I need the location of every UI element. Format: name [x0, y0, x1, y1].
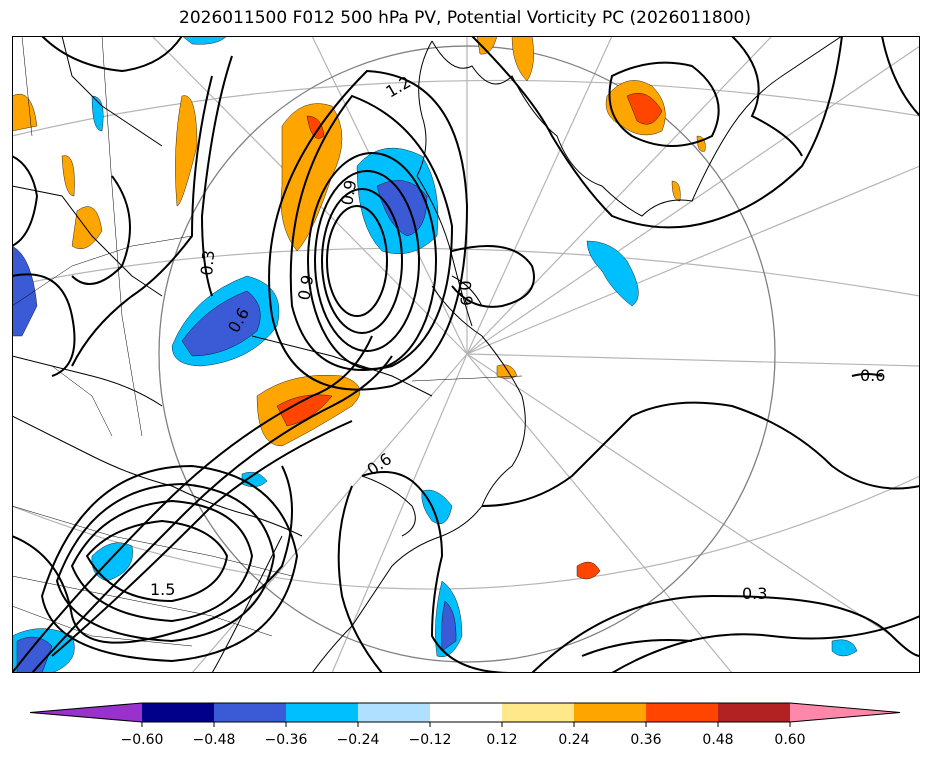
- colorbar-extend-right: [790, 703, 900, 722]
- colorbar-segment: [358, 703, 430, 722]
- graticule-lines: [12, 36, 920, 673]
- borders: [12, 36, 523, 647]
- reference-circle: [158, 45, 776, 663]
- colorbar-segment: [430, 703, 502, 722]
- coastlines: [12, 36, 843, 673]
- contour-label: 0.9: [455, 280, 476, 307]
- contour-label: 0.9: [337, 178, 360, 206]
- contour-label: 0.9: [294, 273, 317, 301]
- colorbar-segment: [718, 703, 790, 722]
- colorbar-segment: [574, 703, 646, 722]
- colorbar-extend-left: [30, 703, 142, 722]
- colorbar-segment: [646, 703, 718, 722]
- colorbar-segment: [502, 703, 574, 722]
- colorbar-tick-label: 0.12: [486, 732, 517, 748]
- map-frame: [12, 36, 920, 673]
- contour-label: 0.6: [860, 366, 885, 385]
- colorbar-segments: [30, 702, 901, 723]
- contour-label: 0.3: [742, 584, 767, 603]
- contour-label: 1.2: [383, 72, 415, 101]
- colorbar-tick-label: −0.60: [121, 732, 164, 748]
- contour-label: 1.5: [150, 580, 175, 599]
- colorbar-tick-label: −0.48: [193, 732, 236, 748]
- colorbar-segment: [214, 703, 286, 722]
- colorbar: −0.60 −0.48 −0.36 −0.24 −0.12 0.12 0.24 0.36 0.4…: [30, 702, 901, 748]
- colorbar-tick-label: −0.24: [337, 732, 380, 748]
- colorbar-tick-label: 0.36: [630, 732, 661, 748]
- map-title: 2026011500 F012 500 hPa PV, Potential Vo…: [179, 8, 751, 28]
- colorbar-tick-label: 0.48: [702, 732, 733, 748]
- colorbar-ticks: −0.60 −0.48 −0.36 −0.24 −0.12 0.12 0.24 0.36 0.4…: [121, 722, 806, 748]
- map-panel: 1.2 0.9 0.3 0.6 0.9 0.9 0.6 0.6 1.5 0.3: [12, 36, 920, 673]
- colorbar-tick-label: 0.24: [558, 732, 589, 748]
- pv-contours: [12, 36, 920, 673]
- colorbar-segment: [142, 703, 214, 722]
- colorbar-tick-label: −0.12: [409, 732, 452, 748]
- pv-shading: [12, 36, 858, 673]
- colorbar-tick-label: 0.60: [774, 732, 805, 748]
- colorbar-tick-label: −0.36: [265, 732, 308, 748]
- contour-label: 0.3: [197, 249, 218, 276]
- colorbar-segment: [286, 703, 358, 722]
